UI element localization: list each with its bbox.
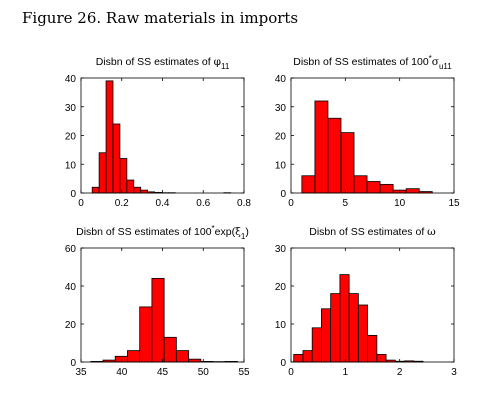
x-tick-label: 10 xyxy=(394,198,406,209)
y-tick-label: 30 xyxy=(275,244,287,255)
x-tick-label: 35 xyxy=(75,367,87,378)
x-tick-label: 40 xyxy=(116,367,128,378)
y-tick-label: 20 xyxy=(65,132,77,143)
figure-title: Figure 26. Raw materials in imports xyxy=(22,9,299,27)
histogram-bar xyxy=(321,308,332,363)
histogram-bar xyxy=(327,117,342,194)
y-tick-label: 10 xyxy=(275,160,287,171)
x-tick-label: 1 xyxy=(343,367,349,378)
histogram-bar xyxy=(119,158,128,194)
panel-title-part: Disbn of SS estimates of xyxy=(96,56,214,68)
panel-title: Disbn of SS estimates of ω xyxy=(309,226,436,238)
panel-title-part: 11 xyxy=(221,62,230,71)
histogram-bar xyxy=(301,175,316,194)
histogram-bar xyxy=(98,152,107,194)
panel-title-part: Disbn of SS estimates of xyxy=(309,226,427,238)
y-tick-label: 10 xyxy=(275,320,287,331)
y-tick-label: 0 xyxy=(70,358,76,369)
histogram-bar xyxy=(340,132,355,194)
histogram-bar xyxy=(379,183,394,194)
x-tick-label: 3 xyxy=(451,367,457,378)
histogram-bar xyxy=(376,353,387,363)
histogram-bar xyxy=(140,189,149,194)
histogram-bar xyxy=(330,293,341,363)
histogram-bar xyxy=(112,123,121,194)
y-tick-label: 30 xyxy=(65,103,77,114)
histogram-sigma-u11: 0 5 10 15 0 10 20 30 40 Disbn of SS estimates of … xyxy=(275,54,460,209)
panel-title-part: * xyxy=(212,224,215,233)
panel-title: Disbn of SS estimates of 100*σu11 xyxy=(293,54,452,71)
histogram-bar xyxy=(311,327,322,363)
y-tick-label: 60 xyxy=(65,244,77,255)
x-tick-label: 0.8 xyxy=(237,198,251,209)
panel-title: Disbn of SS estimates of 100*exp(ξ1) xyxy=(76,224,249,241)
panel-title-part: σ xyxy=(432,56,439,68)
x-tick-label: 0 xyxy=(78,198,84,209)
y-tick-label: 40 xyxy=(65,282,77,293)
histogram-bar xyxy=(91,186,100,194)
histogram-bar xyxy=(175,350,189,363)
x-tick-label: 2 xyxy=(397,367,403,378)
x-tick-label: 15 xyxy=(448,198,460,209)
x-tick-label: 0 xyxy=(288,198,294,209)
y-tick-label: 0 xyxy=(70,189,76,200)
panel-title-part: ) xyxy=(245,226,249,238)
x-tick-label: 0.2 xyxy=(115,198,129,209)
histogram-bar xyxy=(367,334,378,363)
x-tick-label: 55 xyxy=(238,367,250,378)
histogram-bar xyxy=(293,353,304,363)
x-tick-label: 50 xyxy=(198,367,210,378)
x-tick-label: 5 xyxy=(343,198,349,209)
y-tick-label: 40 xyxy=(275,74,287,85)
histogram-bar xyxy=(105,80,114,194)
y-tick-label: 10 xyxy=(65,160,77,171)
histogram-bar xyxy=(353,175,368,194)
histogram-bar xyxy=(314,100,329,194)
panel-title-part: ξ xyxy=(235,226,241,238)
histogram-bar xyxy=(127,350,141,363)
panel-title-part: Disbn of SS estimates of 100 xyxy=(293,56,429,68)
panel-title-part: Disbn of SS estimates of 100 xyxy=(76,226,212,238)
panel-title-part: ω xyxy=(427,226,436,238)
y-tick-label: 20 xyxy=(275,282,287,293)
axes-frame xyxy=(290,247,455,363)
x-tick-label: 0.6 xyxy=(196,198,210,209)
y-tick-label: 30 xyxy=(275,103,287,114)
histogram-bar xyxy=(126,179,135,194)
histogram-bar xyxy=(348,293,359,363)
x-tick-label: 0 xyxy=(288,367,294,378)
panel-title-part: 1 xyxy=(241,232,246,241)
y-tick-label: 40 xyxy=(65,74,77,85)
histogram-bar xyxy=(114,355,128,363)
histogram-bar xyxy=(188,358,202,363)
panel-title-part: * xyxy=(429,54,432,63)
panel-title-part: φ xyxy=(214,56,221,68)
y-tick-label: 20 xyxy=(275,132,287,143)
panel-title: Disbn of SS estimates of φ11 xyxy=(96,56,230,71)
histogram-bar xyxy=(357,304,369,363)
x-tick-label: 0.4 xyxy=(156,198,170,209)
y-tick-label: 20 xyxy=(65,320,77,331)
x-tick-label: 45 xyxy=(157,367,169,378)
panel-title-part: u11 xyxy=(439,62,452,71)
histogram-bar xyxy=(302,350,313,363)
histogram-phi11: 0 0.2 0.4 0.6 0.8 0 10 20 30 40 Disbn of SS estima… xyxy=(65,56,252,209)
histogram-bar xyxy=(139,306,153,363)
y-tick-label: 0 xyxy=(280,358,286,369)
histogram-exp-xi1: 35 40 45 50 55 0 20 40 60 Disbn of SS estimates o… xyxy=(65,224,250,378)
histogram-bar xyxy=(151,277,165,363)
histogram-bar xyxy=(163,336,177,363)
histogram-bar xyxy=(133,186,142,194)
panel-title-part: exp( xyxy=(215,226,236,238)
y-tick-label: 0 xyxy=(280,189,286,200)
histogram-bar xyxy=(339,274,350,363)
histogram-bar xyxy=(366,181,381,194)
histogram-bar xyxy=(405,188,420,194)
